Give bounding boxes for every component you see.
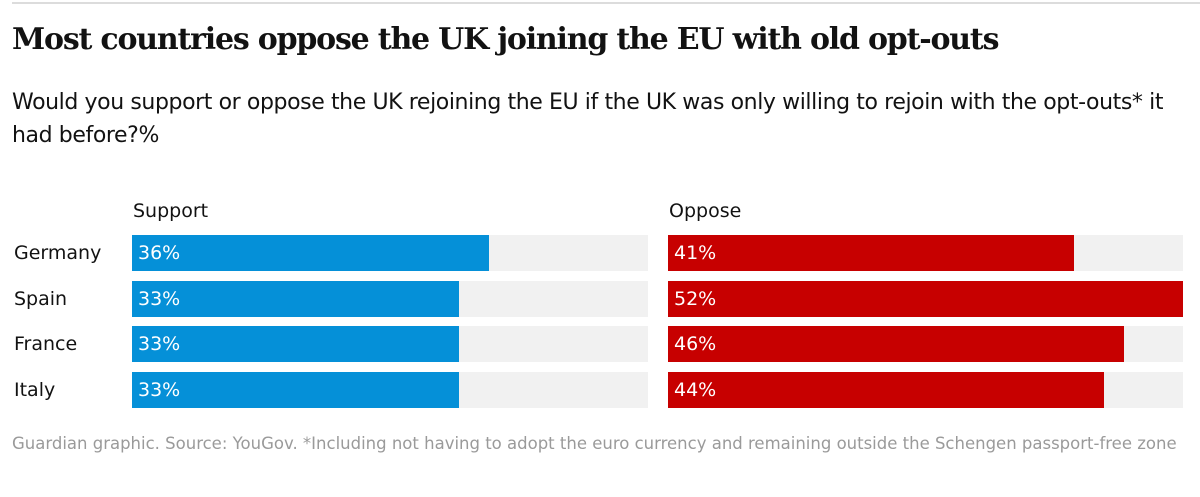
bar-oppose-germany: 41%: [668, 235, 1075, 271]
bar-oppose-italy: 44%: [668, 372, 1104, 408]
category-label: Spain: [14, 288, 68, 310]
bar-support-germany: 36%: [132, 235, 490, 271]
category-label: Italy: [14, 379, 56, 401]
bar-track: 33%: [132, 372, 648, 408]
bar-support-spain: 33%: [132, 281, 460, 317]
top-rule: [12, 2, 1200, 4]
bar-track: 46%: [668, 326, 1183, 362]
bar-support-italy: 33%: [132, 372, 460, 408]
bar-track: 33%: [132, 281, 648, 317]
bar-track: 41%: [668, 235, 1183, 271]
source-footer: Guardian graphic. Source: YouGov. *Inclu…: [12, 434, 1177, 453]
data-label: 33%: [138, 379, 181, 401]
chart-subtitle: Would you support or oppose the UK rejoi…: [12, 90, 1164, 148]
series-label-oppose: Oppose: [669, 200, 742, 222]
data-label: 46%: [674, 333, 717, 355]
bar-track: 44%: [668, 372, 1183, 408]
chart-title: Most countries oppose the UK joining the…: [12, 22, 999, 57]
data-label: 41%: [674, 242, 717, 264]
data-label: 52%: [674, 288, 717, 310]
bar-support-france: 33%: [132, 326, 460, 362]
data-label: 44%: [674, 379, 717, 401]
bar-oppose-spain: 52%: [668, 281, 1183, 317]
category-label: Germany: [14, 242, 102, 264]
data-label: 36%: [138, 242, 181, 264]
data-label: 33%: [138, 288, 181, 310]
category-label: France: [14, 333, 78, 355]
bar-track: 52%: [668, 281, 1183, 317]
bar-oppose-france: 46%: [668, 326, 1124, 362]
data-label: 33%: [138, 333, 181, 355]
bar-track: 33%: [132, 326, 648, 362]
series-label-support: Support: [133, 200, 209, 222]
bar-track: 36%: [132, 235, 648, 271]
